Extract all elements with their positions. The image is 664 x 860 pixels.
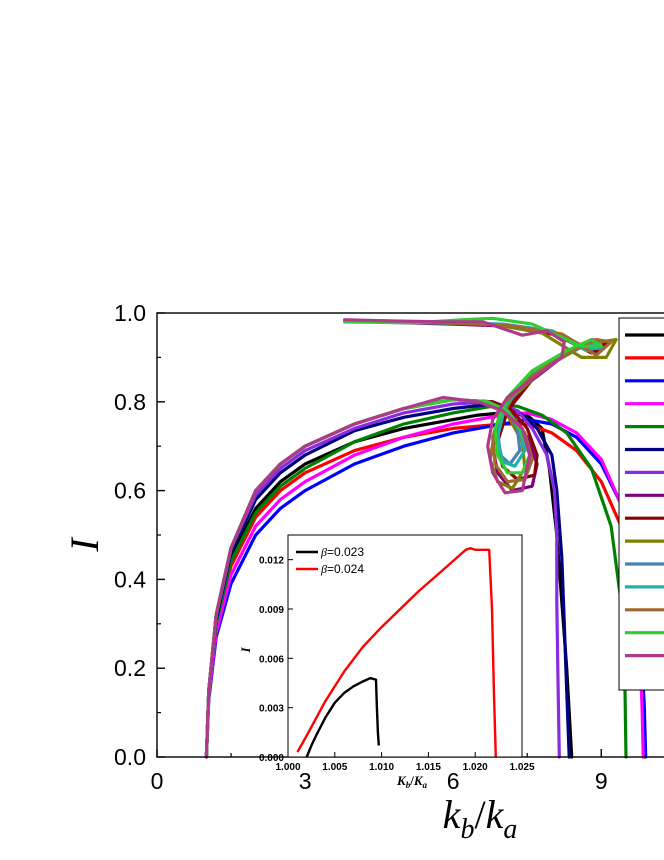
inset-x-tick-label: 1.005 <box>322 762 347 773</box>
inset-x-tick-label: 1.020 <box>463 762 488 773</box>
main-legend <box>618 317 664 691</box>
x-axis-label-k1: k <box>443 792 462 837</box>
inset-plot-frame <box>287 534 523 758</box>
main-plot: 0 3 6 90.00.20.40.60.81.0 I kb/ka <box>62 300 664 845</box>
inset-y-tick-label: 0.003 <box>259 704 284 715</box>
x-tick-label: 6 <box>447 768 460 794</box>
inset-y-tick-label: 0.009 <box>259 605 284 616</box>
y-tick-label: 0.0 <box>114 744 146 770</box>
x-tick-label: 9 <box>595 768 608 794</box>
inset-background <box>288 535 522 757</box>
x-axis-label-sub-b: b <box>460 814 474 845</box>
inset-series-line-2 <box>296 547 497 758</box>
x-tick-label: 0 <box>151 768 164 794</box>
inset-series-group <box>296 547 497 758</box>
x-tick-label: 3 <box>299 768 312 794</box>
inset-legend-label-2: β=0.024 <box>320 562 364 576</box>
inset-series-line-1 <box>305 676 380 758</box>
inset-axis-ticks: 1.000 1.005 1.010 1.015 1.020 1.025 0.000 0.003… <box>259 556 535 773</box>
y-tick-label: 0.6 <box>114 478 146 504</box>
inset-x-axis-label-sub-a: a <box>422 780 427 790</box>
inset-y-axis-label: I <box>238 647 253 654</box>
inset-x-axis-label-k2: K <box>413 773 424 788</box>
main-axis-ticks: 0 3 6 9 0.0 0.2 0.4 0.6 0.8 1.0 <box>114 300 608 794</box>
x-axis-label-sub-a: a <box>503 814 517 845</box>
y-axis-label: I <box>62 537 107 553</box>
inset-x-axis-label-k1: K <box>396 773 407 788</box>
y-tick-label: 0.8 <box>114 389 146 415</box>
x-axis-label-slash: / <box>474 792 486 837</box>
x-axis-label: kb/ka <box>443 792 518 845</box>
y-tick-label: 1.0 <box>114 300 146 326</box>
inset-y-tick-label: 0.000 <box>259 753 284 764</box>
main-series-line-1 <box>204 411 574 759</box>
inset-x-axis-label: Kb/Ka <box>396 773 427 790</box>
y-tick-label: 0.2 <box>114 655 146 681</box>
inset-x-tick-label: 1.000 <box>275 762 300 773</box>
inset-x-tick-label: 1.025 <box>509 762 534 773</box>
x-axis-label-k2: k <box>486 792 505 837</box>
inset-legend-label-1: β=0.023 <box>320 545 364 559</box>
inset-x-tick-label: 1.010 <box>369 762 394 773</box>
inset-legend: β=0.023 β=0.024 <box>296 545 364 576</box>
inset-y-tick-label: 0.006 <box>259 654 284 665</box>
main-series-line-5 <box>204 404 628 759</box>
main-series-group <box>204 316 648 759</box>
inset-plot: 1.000 1.005 1.010 1.015 1.020 1.025 0.000 0.003… <box>238 534 535 790</box>
inset-x-tick-label: 1.015 <box>416 762 441 773</box>
inset-x-axis-label-slash: / <box>409 773 414 788</box>
inset-y-tick-label: 0.012 <box>259 556 284 567</box>
main-series-line-15 <box>204 318 566 759</box>
y-tick-label: 0.4 <box>114 566 146 592</box>
inset-x-axis-label-sub-b: b <box>406 780 411 790</box>
